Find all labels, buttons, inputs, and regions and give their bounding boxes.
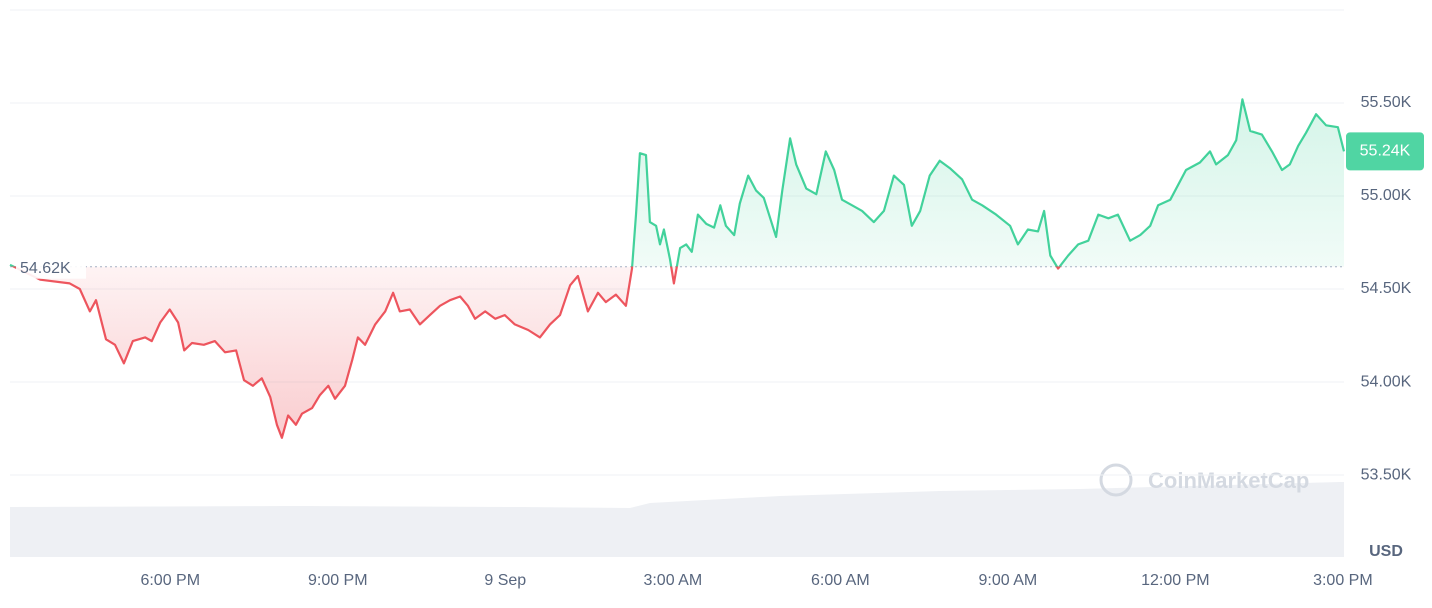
volume-area [10,482,1344,557]
y-tick-label: 54.50K [1361,280,1412,297]
current-price-label: 55.24K [1360,143,1411,160]
x-tick-label: 6:00 AM [811,572,870,589]
watermark-logo [1099,463,1133,497]
y-tick-label: 55.00K [1361,187,1412,204]
baseline-label: 54.62K [20,260,71,277]
price-area [10,99,1344,438]
x-tick-label: 3:00 PM [1313,572,1373,589]
x-tick-label: 9:00 AM [978,572,1037,589]
x-tick-label: 6:00 PM [140,572,200,589]
y-tick-label: 53.50K [1361,466,1412,483]
x-tick-label: 3:00 AM [643,572,702,589]
x-tick-label: 9 Sep [484,572,526,589]
x-tick-label: 12:00 PM [1141,572,1209,589]
watermark: CoinMarketCap [1148,468,1309,493]
current-price-badge [1346,132,1424,171]
y-tick-label: 55.50K [1361,94,1412,111]
unit-label: USD [1369,543,1403,560]
price-line [9,98,1346,439]
y-tick-label: 54.00K [1361,373,1412,390]
baseline-label-bg [16,254,86,279]
x-tick-label: 9:00 PM [308,572,368,589]
